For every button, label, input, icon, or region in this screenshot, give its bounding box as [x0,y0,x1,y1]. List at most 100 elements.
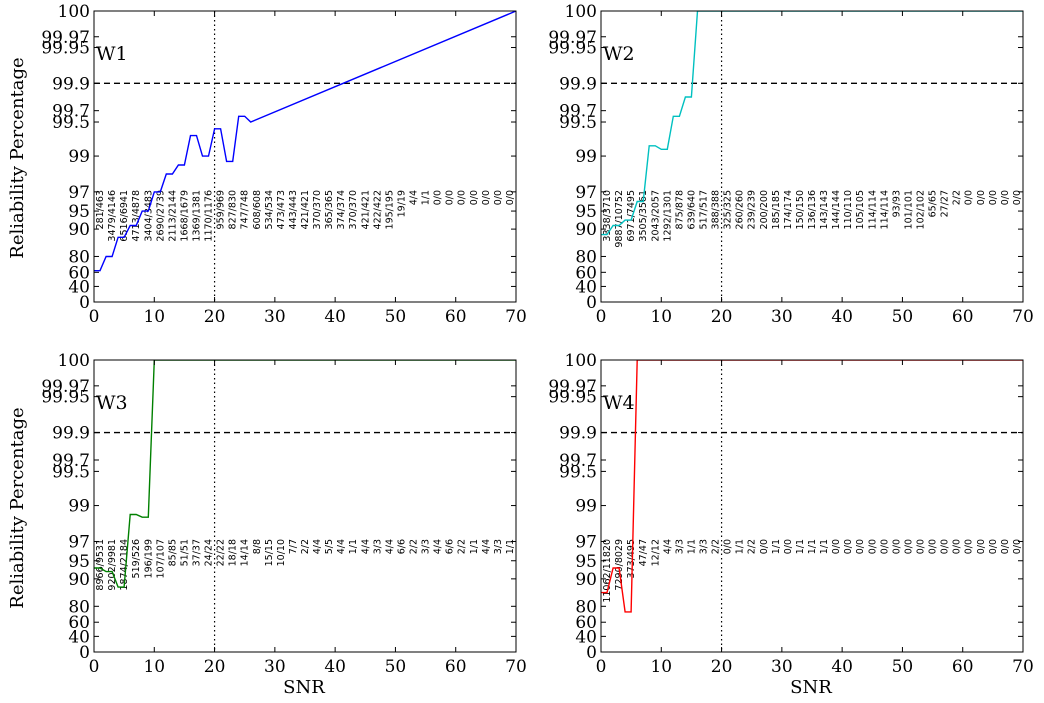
bin-count-label: 1/1 [771,539,782,554]
bin-count-label: 2043/2057 [650,190,661,242]
x-tick-label: 20 [204,657,226,677]
bin-count-label: 6516/6941 [119,190,130,242]
bin-count-label: 0/0 [903,539,914,554]
y-tick-label: 99.95 [41,388,90,408]
bin-count-label: 3/3 [698,539,709,554]
y-tick-label: 99.7 [52,102,90,122]
bin-count-label: 8/8 [252,539,263,554]
bin-count-label: 1/1 [819,539,830,554]
bin-count-label: 4/4 [409,190,420,205]
bin-count-label: 3479/4146 [107,190,118,242]
bin-count-label: 365/365 [324,190,335,229]
y-tick-label: 99.97 [548,377,597,397]
y-tick-label: 95 [68,552,90,572]
bin-count-label: 4/4 [336,539,347,554]
panel-w1-ylabel: Reliability Percentage [7,57,28,258]
x-tick-label: 0 [596,307,607,327]
y-tick-label: 99.9 [52,424,90,444]
x-tick-label: 0 [89,657,100,677]
x-tick-label: 20 [204,307,226,327]
bin-count-label: 22/22 [216,539,227,566]
bin-count-label: 3505/3561 [638,190,649,242]
y-tick-label: 97 [575,183,597,203]
bin-count-label: 0/0 [843,539,854,554]
y-tick-label: 60 [68,263,90,283]
bin-count-label: 1/1 [686,539,697,554]
y-tick-label: 99.95 [41,39,90,59]
bin-count-label: 3338/3710 [602,190,613,242]
bin-count-label: 0/0 [505,190,516,205]
y-tick-label: 100 [58,351,90,371]
bin-count-label: 18/18 [228,539,239,566]
bin-count-label: 0/0 [1000,539,1011,554]
bin-count-label: 7290/8029 [614,539,625,591]
y-tick-label: 60 [575,263,597,283]
bin-count-label: 517/517 [698,190,709,229]
y-tick-label: 99.9 [52,74,90,94]
bin-count-label: 443/443 [288,190,299,229]
panel-w3-ylabel: Reliability Percentage [7,407,28,608]
bin-count-label: 421/421 [360,190,371,229]
bin-count-label: 1/1 [795,539,806,554]
bin-count-label: 4/4 [662,539,673,554]
bin-count-label: 144/144 [831,190,842,229]
bin-count-label: 105/105 [855,190,866,229]
bin-count-label: 2/2 [457,539,468,554]
x-tick-label: 10 [143,307,165,327]
bin-count-label: 150/150 [795,190,806,229]
y-tick-label: 100 [58,2,90,22]
bin-count-label: 3/3 [674,539,685,554]
bin-count-label: 2/2 [300,539,311,554]
bin-count-label: 3/3 [493,539,504,554]
bin-count-label: 6971/7495 [626,190,637,242]
x-tick-label: 40 [831,657,853,677]
bin-count-label: 65/65 [928,190,939,217]
bin-count-label: 534/534 [264,190,275,229]
bin-count-label: 4/4 [481,539,492,554]
bin-count-label: 19/19 [396,190,407,217]
bin-count-label: 373/495 [626,539,637,578]
bin-count-label: 388/388 [711,190,722,229]
bin-count-label: 8966/9531 [95,539,106,591]
bin-count-label: 0/0 [916,539,927,554]
bin-count-label: 0/0 [1000,190,1011,205]
bin-count-label: 196/199 [143,539,154,578]
x-tick-label: 20 [711,657,733,677]
y-tick-label: 99.9 [559,74,597,94]
bin-count-label: 370/370 [312,190,323,229]
bin-count-label: 107/107 [155,539,166,578]
bin-count-label: 4/4 [433,539,444,554]
x-tick-label: 40 [324,307,346,327]
bin-count-label: 281/463 [95,190,106,229]
y-tick-label: 97 [575,532,597,552]
panel-w1: 281/463 3479/4146 6516/6941 4713/4878 3404/3… [7,2,527,327]
bin-count-label: 0/0 [964,539,975,554]
bin-count-label: 0/0 [891,539,902,554]
y-tick-label: 80 [575,247,597,267]
bin-count-label: 4/4 [384,539,395,554]
bin-count-label: 24/24 [204,539,215,566]
axes-frame [600,10,1024,303]
bin-count-label: 2690/2739 [155,190,166,242]
panel-w4: 11062/11820 7290/8029 373/495 47/47 12/12 4/4… [548,351,1033,698]
x-tick-label: 60 [445,657,467,677]
bin-count-label: 0/0 [469,190,480,205]
bin-count-label: 639/640 [686,190,697,229]
bin-count-label: 9887/10752 [614,190,625,248]
y-tick-label: 99.5 [52,462,90,482]
bin-count-label: 3404/3483 [143,190,154,242]
bin-count-label: 0/0 [867,539,878,554]
bin-count-label: 101/101 [903,190,914,229]
y-tick-label: 99.7 [559,451,597,471]
y-tick-label: 95 [575,552,597,572]
y-tick-label: 99.9 [559,424,597,444]
y-tick-label: 90 [68,220,90,240]
bin-count-label: 11062/11820 [602,539,613,603]
panel-w3: 8966/9531 9202/9981 1874/2184 519/526 196/19… [7,351,527,698]
bin-count-label: 473/473 [276,190,287,229]
y-tick-label: 97 [68,183,90,203]
bin-count-label: 370/370 [348,190,359,229]
x-tick-label: 30 [771,307,793,327]
panel-w2: 3338/3710 9887/10752 6971/7495 3505/3561 204… [548,2,1033,327]
y-tick-label: 80 [68,597,90,617]
